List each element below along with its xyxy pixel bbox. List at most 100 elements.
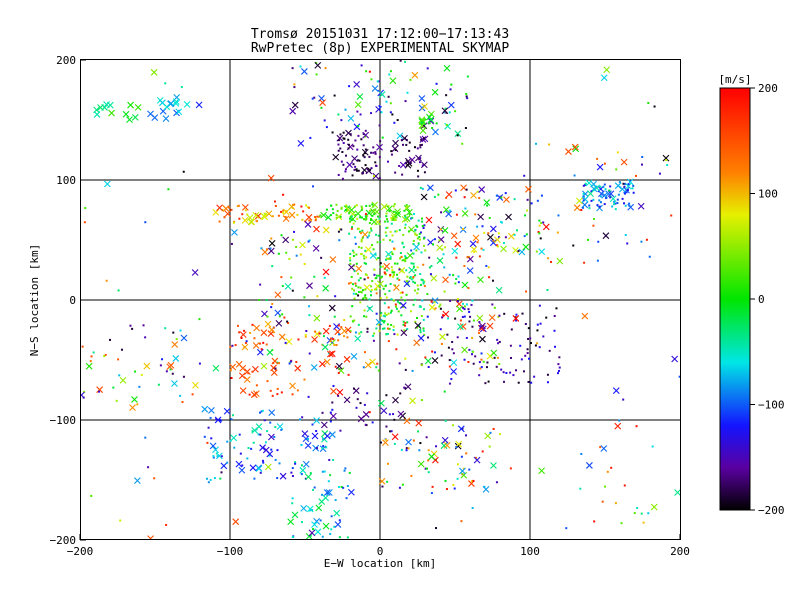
data-point-dot bbox=[370, 78, 373, 81]
data-point-dot bbox=[405, 207, 408, 210]
data-point-dot bbox=[363, 309, 366, 312]
data-point-dot bbox=[372, 174, 375, 177]
data-point-dot bbox=[465, 92, 468, 95]
data-point-dot bbox=[462, 302, 465, 305]
data-point-dot bbox=[370, 285, 373, 288]
data-point-dot bbox=[599, 446, 602, 449]
data-point-cross bbox=[260, 362, 268, 370]
data-point-cross bbox=[385, 205, 393, 213]
data-point-cross bbox=[122, 110, 130, 118]
data-point-dot bbox=[144, 436, 147, 439]
data-point-dot bbox=[83, 221, 86, 224]
data-point-cross bbox=[461, 346, 468, 354]
data-point-dot bbox=[496, 245, 499, 248]
data-point-dot bbox=[370, 151, 373, 154]
data-point-cross bbox=[620, 158, 628, 166]
data-point-dot bbox=[455, 446, 458, 449]
data-point-dot bbox=[406, 328, 409, 331]
data-point-dot bbox=[340, 206, 343, 209]
data-point-dot bbox=[315, 73, 318, 76]
data-point-dot bbox=[319, 519, 322, 522]
data-point-dot bbox=[624, 234, 627, 237]
data-point-dot bbox=[285, 251, 288, 254]
data-point-dot bbox=[362, 297, 365, 300]
data-point-dot bbox=[313, 275, 316, 278]
data-point-cross bbox=[311, 432, 319, 440]
data-point-cross bbox=[328, 431, 336, 438]
data-point-cross bbox=[347, 488, 355, 496]
data-point-dot bbox=[412, 439, 415, 442]
data-point-dot bbox=[354, 331, 357, 334]
data-point-cross bbox=[252, 342, 260, 349]
data-point-dot bbox=[557, 369, 560, 372]
data-point-dot bbox=[263, 212, 266, 215]
data-point-dot bbox=[380, 111, 383, 114]
data-point-dot bbox=[291, 238, 294, 241]
data-point-cross bbox=[460, 184, 467, 192]
data-point-dot bbox=[408, 141, 411, 144]
data-point-dot bbox=[468, 310, 471, 313]
data-point-cross bbox=[413, 243, 420, 251]
data-point-dot bbox=[410, 217, 413, 220]
data-point-dot bbox=[395, 305, 398, 308]
data-point-dot bbox=[393, 203, 396, 206]
data-point-dot bbox=[360, 291, 363, 294]
x-axis-ticks: −200 −100 0 100 200 bbox=[67, 534, 690, 558]
data-point-dot bbox=[364, 213, 367, 216]
data-point-dot bbox=[260, 348, 263, 351]
data-point-dot bbox=[340, 326, 343, 329]
data-point-cross bbox=[408, 156, 416, 164]
data-point-dot bbox=[398, 302, 401, 305]
data-point-dot bbox=[329, 532, 332, 535]
data-point-dot bbox=[480, 247, 483, 250]
data-point-dot bbox=[497, 342, 500, 345]
data-point-dot bbox=[670, 214, 673, 217]
data-point-dot bbox=[361, 236, 364, 239]
data-point-dot bbox=[353, 270, 356, 273]
data-point-dot bbox=[305, 204, 308, 207]
data-point-cross bbox=[172, 355, 180, 362]
data-point-cross bbox=[209, 442, 217, 450]
data-point-dot bbox=[527, 380, 530, 383]
data-point-dot bbox=[538, 219, 541, 222]
data-point-dot bbox=[356, 272, 359, 275]
data-point-dot bbox=[628, 202, 631, 205]
data-point-dot bbox=[423, 171, 426, 174]
data-point-dot bbox=[412, 213, 415, 216]
data-point-dot bbox=[374, 161, 377, 164]
data-point-dot bbox=[615, 168, 618, 171]
data-point-dot bbox=[485, 264, 488, 267]
data-point-dot bbox=[171, 372, 174, 375]
x-tick-label: 200 bbox=[670, 545, 690, 558]
data-point-dot bbox=[622, 398, 625, 401]
data-point-dot bbox=[381, 136, 384, 139]
data-point-dot bbox=[337, 230, 340, 233]
data-point-cross bbox=[637, 202, 645, 210]
data-point-dot bbox=[383, 327, 386, 330]
data-point-dot bbox=[142, 324, 145, 327]
data-point-dot bbox=[333, 343, 336, 346]
grid-lines bbox=[80, 60, 680, 540]
data-point-dot bbox=[448, 359, 451, 362]
data-point-dot bbox=[409, 310, 412, 313]
data-point-cross bbox=[276, 423, 284, 430]
data-point-dot bbox=[372, 334, 375, 337]
data-point-dot bbox=[419, 283, 422, 286]
data-point-dot bbox=[415, 234, 418, 237]
data-point-dot bbox=[383, 302, 386, 305]
data-point-dot bbox=[297, 338, 300, 341]
data-point-dot bbox=[363, 152, 366, 155]
data-point-dot bbox=[109, 338, 112, 341]
data-point-dot bbox=[337, 394, 340, 397]
data-point-dot bbox=[390, 430, 393, 433]
data-point-dot bbox=[293, 203, 296, 206]
data-point-dot bbox=[486, 204, 489, 207]
data-point-dot bbox=[388, 210, 391, 213]
data-point-dot bbox=[468, 468, 471, 471]
data-point-dot bbox=[389, 239, 392, 242]
data-point-dot bbox=[618, 419, 621, 422]
data-point-dot bbox=[456, 134, 459, 137]
data-point-dot bbox=[357, 246, 360, 249]
data-point-cross bbox=[322, 327, 330, 335]
data-point-dot bbox=[358, 332, 361, 335]
